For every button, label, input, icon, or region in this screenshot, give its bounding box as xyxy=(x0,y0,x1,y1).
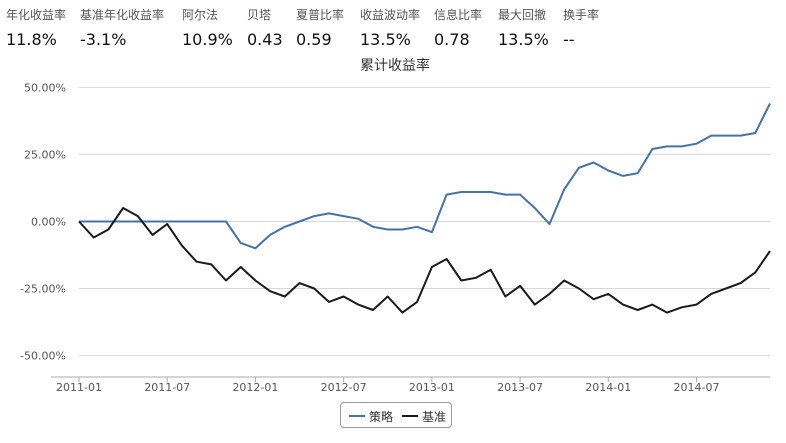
metric-volatility: 收益波动率 13.5% xyxy=(360,6,420,49)
metric-label: 基准年化收益率 xyxy=(80,8,165,22)
metric-value: 0.78 xyxy=(434,30,470,49)
metric-beta: 贝塔 0.43 xyxy=(247,6,283,49)
cumulative-return-chart: 累计收益率 -50.00% -25.00% 0.00% 25.00% 50.00% 20… xyxy=(20,57,771,394)
y-tick-label: -50.00% xyxy=(20,350,66,363)
metric-label: 阿尔法 xyxy=(182,8,219,22)
series-line-benchmark xyxy=(78,207,771,314)
x-tick-label: 2013-01 xyxy=(409,381,455,394)
metric-label: 夏普比率 xyxy=(296,8,345,22)
legend-item-strategy[interactable]: 策略 xyxy=(369,410,394,424)
metric-label: 信息比率 xyxy=(434,8,483,22)
metric-value: 0.43 xyxy=(247,30,283,49)
metric-label: 收益波动率 xyxy=(360,8,421,22)
series-lines xyxy=(78,103,771,314)
metric-max-drawdown: 最大回撤 13.5% xyxy=(498,6,549,49)
x-tick-label: 2014-01 xyxy=(585,381,631,394)
y-tick-label: 50.00% xyxy=(24,81,66,94)
metric-turnover: 换手率 -- xyxy=(563,6,599,49)
x-tick-label: 2014-07 xyxy=(674,381,720,394)
metric-value: 13.5% xyxy=(498,30,549,49)
metric-information-ratio: 信息比率 0.78 xyxy=(434,6,482,49)
metric-label: 最大回撤 xyxy=(498,8,547,22)
metric-value: 11.8% xyxy=(6,30,57,49)
x-tick-label: 2012-01 xyxy=(232,381,278,394)
legend-item-benchmark[interactable]: 基准 xyxy=(422,410,447,424)
metric-label: 换手率 xyxy=(563,8,600,22)
metric-value: -3.1% xyxy=(80,30,127,49)
metrics-bar: 年化收益率 11.8% 基准年化收益率 -3.1% 阿尔法 10.9% 贝塔 0… xyxy=(0,0,786,49)
y-tick-label: 25.00% xyxy=(24,148,66,161)
metric-value: 0.59 xyxy=(296,30,332,49)
series-line-strategy xyxy=(79,103,771,250)
legend-swatch-benchmark xyxy=(402,415,418,417)
x-axis: 2011-01 2011-07 2012-01 2012-07 2013-01 2013-… xyxy=(51,376,770,394)
x-tick-label: 2012-07 xyxy=(321,381,367,394)
x-tick-label: 2011-01 xyxy=(56,381,102,394)
metric-label: 贝塔 xyxy=(247,8,272,22)
metric-value: 13.5% xyxy=(360,30,411,49)
legend-swatch-strategy xyxy=(349,415,365,417)
y-tick-label: 0.00% xyxy=(31,215,66,228)
metric-alpha: 阿尔法 10.9% xyxy=(182,6,233,49)
y-axis-labels: -50.00% -25.00% 0.00% 25.00% 50.00% xyxy=(20,81,66,362)
y-tick-label: -25.00% xyxy=(20,283,66,296)
metric-annual-return: 年化收益率 11.8% xyxy=(6,6,66,49)
x-tick-label: 2011-07 xyxy=(144,381,190,394)
chart-title: 累计收益率 xyxy=(360,57,430,74)
x-tick-label: 2013-07 xyxy=(497,381,543,394)
metric-label: 年化收益率 xyxy=(6,8,67,22)
metric-value: 10.9% xyxy=(182,30,233,49)
legend: 策略 基准 xyxy=(340,402,452,428)
metric-sharpe: 夏普比率 0.59 xyxy=(296,6,344,49)
metric-value: -- xyxy=(563,30,575,49)
metric-benchmark-annual-return: 基准年化收益率 -3.1% xyxy=(80,6,164,49)
